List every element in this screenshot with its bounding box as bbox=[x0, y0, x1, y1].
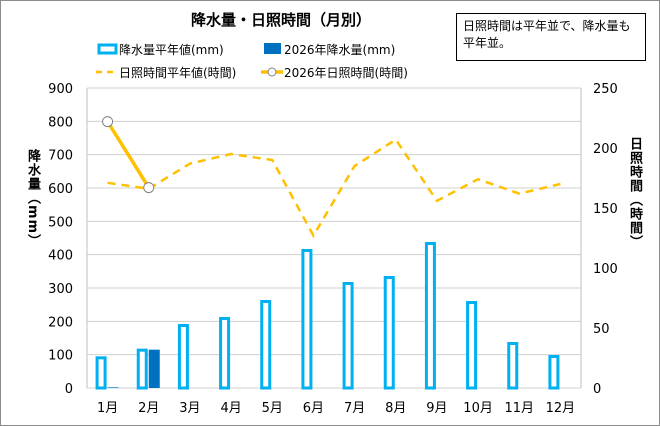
bar-normal-rain bbox=[177, 324, 189, 390]
chart-title: 降水量・日照時間（月別） bbox=[190, 11, 371, 29]
left-tick-label: 600 bbox=[48, 182, 73, 197]
x-tick-label: 1月 bbox=[97, 401, 118, 416]
legend-marker-2026-sun bbox=[267, 67, 277, 77]
right-tick-label: 0 bbox=[593, 382, 601, 397]
bar-normal-rain bbox=[342, 282, 354, 390]
bar-normal-rain bbox=[95, 356, 107, 390]
x-tick-label: 3月 bbox=[179, 401, 200, 416]
left-tick-label: 0 bbox=[65, 382, 73, 397]
right-tick-label: 150 bbox=[593, 202, 618, 217]
right-tick-label: 200 bbox=[593, 142, 618, 157]
chart-note: 日照時間は平年並で、降水量も平年並。 bbox=[456, 13, 646, 61]
bar-2026-rain bbox=[148, 349, 160, 388]
legend-swatch-2026-rain bbox=[264, 43, 281, 54]
legend-swatch-normal-rain bbox=[97, 43, 118, 55]
bar-2026-rain bbox=[107, 387, 119, 388]
left-axis-label: 降水量（mm） bbox=[25, 149, 40, 249]
bar-normal-rain bbox=[466, 301, 478, 390]
left-tick-label: 400 bbox=[48, 249, 73, 264]
left-tick-label: 100 bbox=[48, 349, 73, 364]
legend-label-2026-rain: 2026年降水量(mm) bbox=[284, 43, 396, 57]
bar-normal-rain bbox=[301, 249, 313, 390]
left-tick-label: 300 bbox=[48, 282, 73, 297]
left-tick-label: 900 bbox=[48, 82, 73, 97]
left-tick-label: 800 bbox=[48, 115, 73, 130]
bar-normal-rain bbox=[136, 348, 148, 390]
x-tick-label: 9月 bbox=[426, 401, 447, 416]
x-tick-label: 7月 bbox=[344, 401, 365, 416]
legend-label-2026-sun: 2026年日照時間(時間) bbox=[284, 66, 408, 80]
line-normal-sunshine bbox=[107, 137, 561, 239]
line-2026-sunshine bbox=[106, 120, 151, 189]
x-tick-label: 6月 bbox=[303, 401, 324, 416]
x-tick-label: 2月 bbox=[138, 401, 159, 416]
bar-normal-rain bbox=[383, 276, 395, 390]
bar-normal-rain bbox=[548, 355, 560, 390]
x-tick-label: 11月 bbox=[504, 401, 534, 416]
x-tick-label: 4月 bbox=[220, 401, 241, 416]
legend-label-normal-rain: 降水量平年値(mm) bbox=[119, 43, 224, 57]
left-tick-label: 700 bbox=[48, 149, 73, 164]
bar-normal-rain bbox=[507, 342, 519, 390]
marker-2026-sunshine bbox=[143, 182, 155, 194]
x-tick-label: 5月 bbox=[262, 401, 283, 416]
right-tick-label: 100 bbox=[593, 262, 618, 277]
left-tick-label: 200 bbox=[48, 315, 73, 330]
bar-normal-rain bbox=[260, 300, 272, 390]
right-axis-label: 日照時間（時間） bbox=[627, 137, 642, 249]
legend-label-normal-sun: 日照時間平年値(時間) bbox=[119, 66, 237, 80]
x-tick-label: 10月 bbox=[463, 401, 493, 416]
right-tick-label: 50 bbox=[593, 322, 610, 337]
x-tick-label: 12月 bbox=[546, 401, 576, 416]
bar-normal-rain bbox=[424, 242, 436, 390]
x-tick-label: 8月 bbox=[385, 401, 406, 416]
right-tick-label: 250 bbox=[593, 82, 618, 97]
left-tick-label: 500 bbox=[48, 215, 73, 230]
bar-normal-rain bbox=[219, 317, 231, 390]
marker-2026-sunshine bbox=[102, 116, 114, 128]
